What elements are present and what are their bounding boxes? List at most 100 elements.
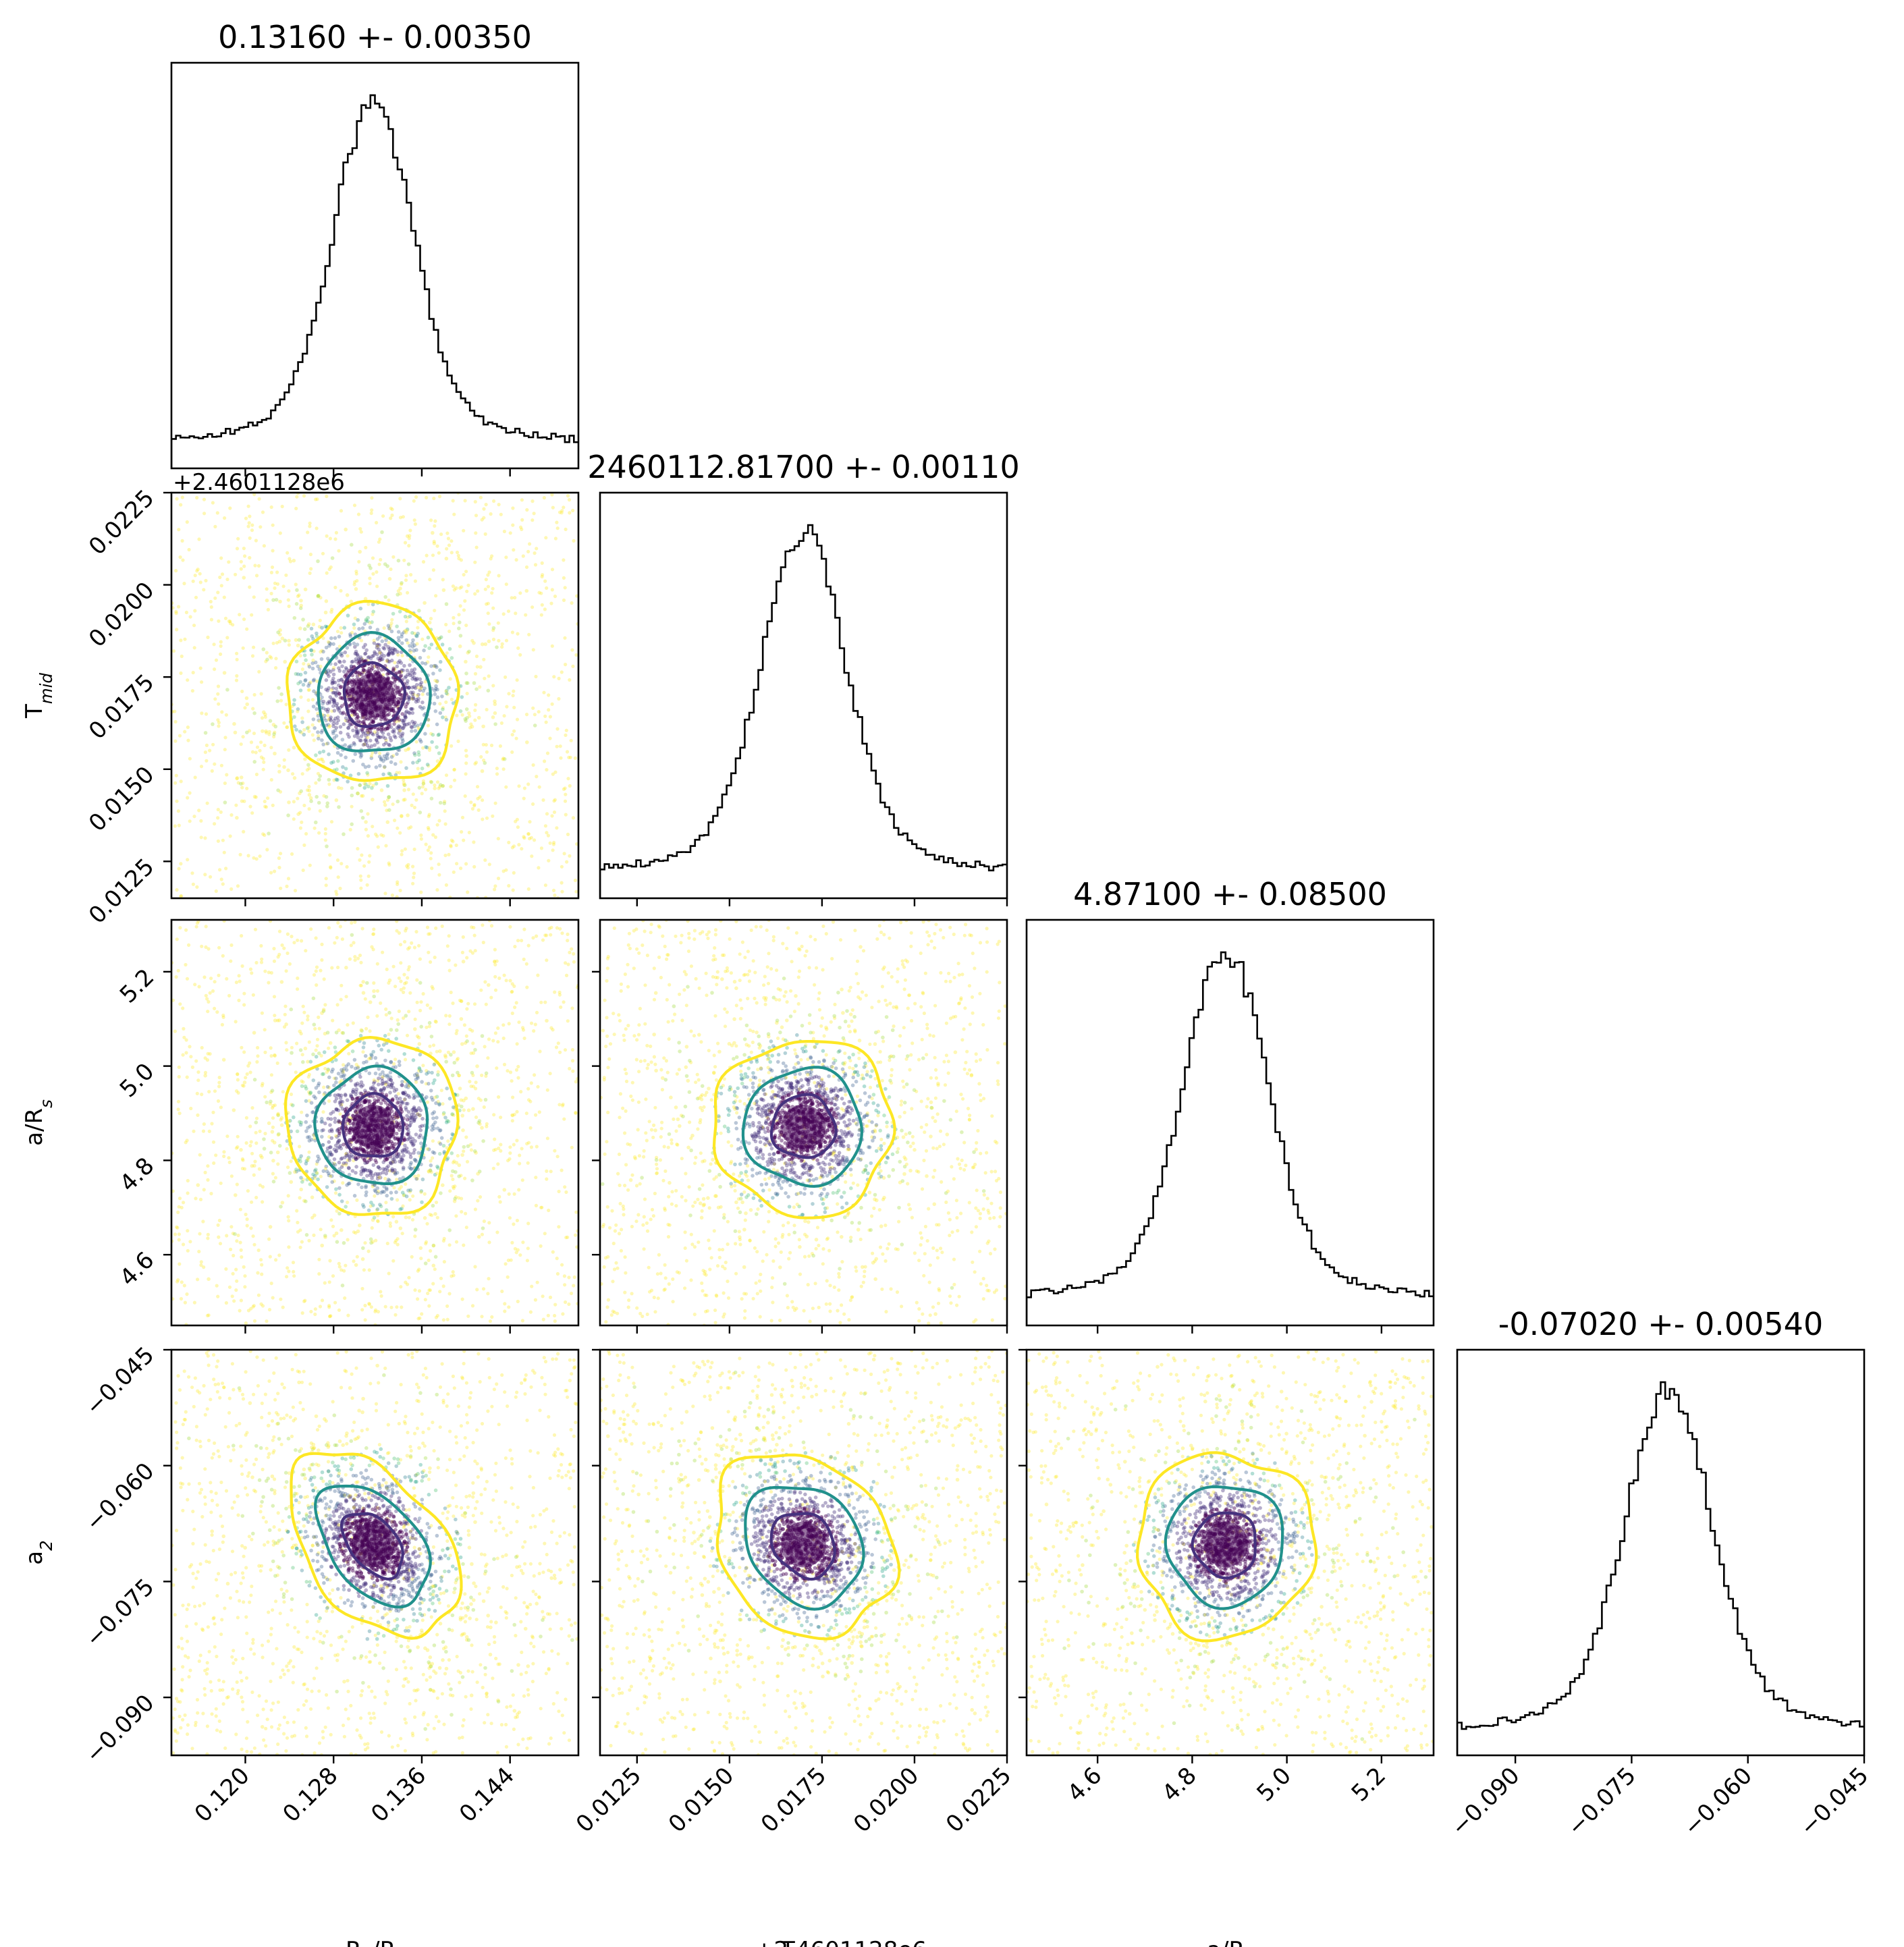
sample-point — [371, 666, 375, 671]
sample-point — [344, 719, 348, 723]
sample-point — [198, 580, 202, 584]
sample-point — [516, 1248, 520, 1252]
sample-point — [319, 1174, 323, 1178]
sample-point — [315, 634, 319, 638]
sample-point — [400, 1232, 404, 1236]
sample-point — [309, 1138, 314, 1142]
sample-point — [501, 869, 506, 873]
sample-point — [465, 716, 469, 720]
sample-point — [225, 977, 229, 981]
sample-point — [222, 595, 226, 599]
sample-point — [323, 624, 328, 629]
sample-point — [493, 1147, 498, 1151]
sample-point — [387, 862, 391, 867]
sample-point — [387, 1271, 391, 1276]
sample-point — [420, 661, 425, 665]
sample-point — [366, 717, 370, 721]
sample-point — [377, 562, 381, 566]
sample-point — [473, 718, 477, 722]
sample-point — [379, 655, 383, 659]
sample-point — [436, 1166, 440, 1170]
sample-point — [321, 742, 326, 746]
sample-point — [404, 766, 408, 770]
sample-point — [336, 718, 341, 723]
sample-point — [518, 653, 522, 657]
sample-point — [364, 1091, 368, 1095]
sample-point — [444, 556, 449, 561]
sample-point — [285, 725, 290, 730]
sample-point — [301, 618, 305, 622]
sample-point — [334, 798, 339, 802]
sample-point — [220, 572, 225, 576]
sample-point — [308, 1092, 312, 1096]
sample-point — [463, 794, 467, 798]
sample-point — [551, 505, 555, 510]
sample-point — [460, 1042, 464, 1046]
sample-point — [360, 728, 364, 732]
sample-point — [247, 729, 252, 733]
sample-point — [472, 865, 477, 869]
sample-point — [516, 825, 520, 829]
sample-point — [432, 539, 436, 544]
sample-point — [402, 721, 406, 725]
sample-point — [372, 638, 376, 642]
sample-point — [364, 734, 368, 738]
sample-point — [465, 589, 469, 593]
sample-point — [464, 1096, 468, 1101]
sample-point — [400, 737, 404, 741]
sample-point — [325, 1070, 329, 1074]
sample-point — [176, 809, 180, 813]
sample-point — [356, 618, 360, 622]
sample-point — [368, 1173, 373, 1178]
sample-point — [280, 636, 285, 640]
sample-point — [452, 1050, 456, 1054]
sample-point — [468, 1143, 472, 1147]
sample-point — [451, 1270, 455, 1274]
sample-point — [470, 638, 474, 643]
sample-point — [195, 569, 199, 573]
sample-point — [277, 686, 281, 690]
sample-point — [213, 1089, 217, 1093]
sample-point — [476, 796, 480, 800]
sample-point — [543, 933, 547, 937]
sample-point — [306, 1014, 310, 1018]
sample-point — [404, 709, 409, 713]
sample-point — [344, 995, 348, 999]
sample-point — [344, 1161, 348, 1166]
sample-point — [263, 1028, 267, 1032]
sample-point — [416, 1076, 420, 1080]
sample-point — [387, 725, 391, 729]
sample-point — [242, 1167, 247, 1171]
sample-point — [520, 939, 524, 943]
sample-point — [238, 979, 242, 983]
sample-point — [447, 934, 451, 938]
sample-point — [267, 1237, 271, 1241]
sample-point — [315, 983, 319, 987]
sample-point — [354, 1062, 358, 1067]
sample-point — [337, 1145, 342, 1149]
sample-point — [207, 1277, 211, 1282]
sample-point — [469, 1148, 474, 1152]
sample-point — [337, 1131, 342, 1136]
sample-point — [419, 1190, 423, 1195]
sample-point — [177, 528, 181, 532]
sample-point — [321, 1008, 326, 1012]
sample-point — [383, 1147, 388, 1151]
sample-point — [493, 959, 497, 963]
sample-point — [511, 888, 515, 892]
sample-point — [430, 867, 434, 871]
sample-point — [396, 685, 400, 690]
sample-point — [487, 1277, 491, 1281]
sample-point — [540, 561, 544, 566]
sample-point — [472, 1149, 477, 1153]
sample-point — [460, 1297, 464, 1301]
sample-point — [279, 1205, 283, 1209]
sample-point — [366, 670, 371, 674]
sample-point — [543, 579, 547, 583]
sample-point — [349, 698, 353, 702]
sample-point — [326, 1068, 331, 1072]
sample-point — [312, 973, 317, 977]
sample-point — [508, 1070, 513, 1074]
sample-point — [573, 878, 578, 883]
sample-point — [545, 1018, 549, 1023]
